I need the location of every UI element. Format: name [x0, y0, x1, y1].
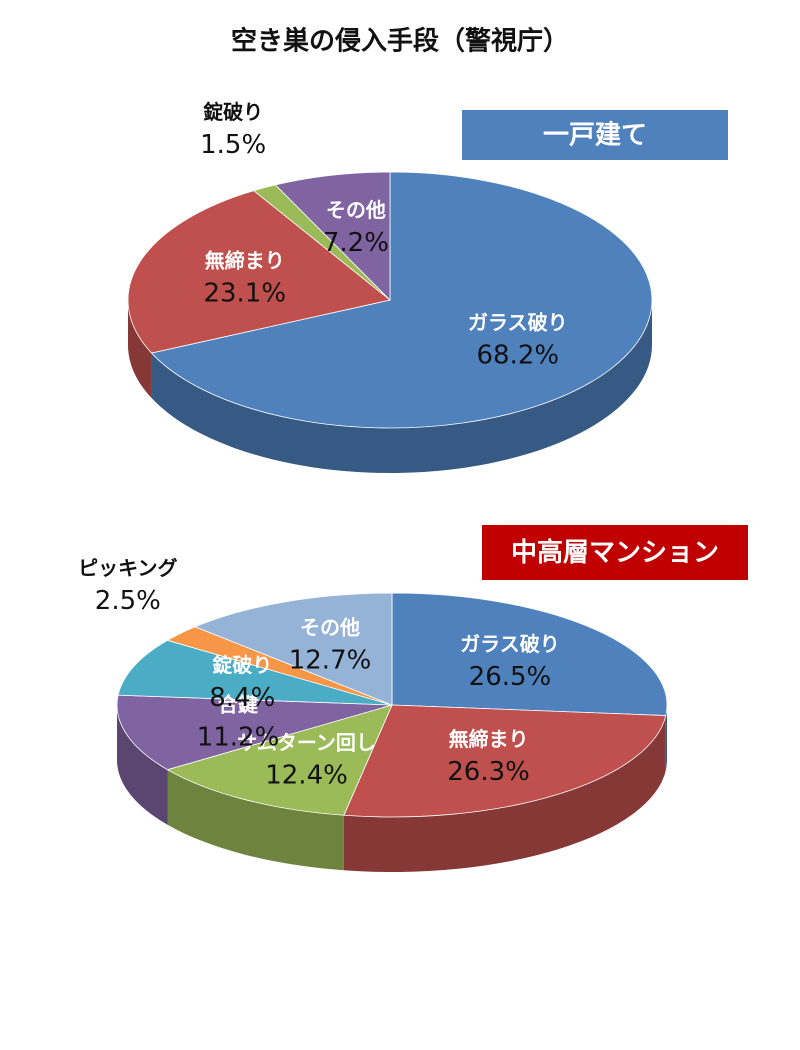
- value-label: 7.2%: [323, 228, 389, 258]
- chart-title: 一戸建て: [543, 121, 647, 151]
- slice-label: 合鍵: [218, 692, 258, 716]
- value-label: 12.4%: [265, 760, 348, 790]
- badge: [482, 525, 748, 580]
- value-label: 8.4%: [209, 683, 275, 713]
- slice-label: 無締まり: [205, 249, 285, 273]
- slice-label: 錠破り: [203, 100, 263, 124]
- slice: [343, 704, 667, 818]
- slice-side: [117, 705, 168, 825]
- slice: [274, 171, 391, 301]
- slice-label: 無締まり: [449, 727, 529, 751]
- slice-label: ガラス破り: [460, 632, 560, 656]
- chart-title: 中高層マンション: [511, 537, 719, 568]
- slice-label: サムターン回し: [237, 730, 376, 754]
- page-title: 空き巣の侵入手段（警視庁）: [231, 26, 569, 57]
- slice-label: その他: [300, 616, 360, 640]
- slice: [166, 704, 393, 816]
- value-label: 11.2%: [197, 722, 280, 752]
- slice-side: [343, 715, 666, 872]
- slice: [391, 592, 668, 716]
- slice: [150, 171, 653, 429]
- slice-label: ガラス破り: [468, 311, 568, 335]
- value-label: 1.5%: [200, 130, 266, 160]
- badge: [462, 110, 728, 160]
- slice-side: [665, 705, 667, 771]
- slice-label: 錠破り: [212, 653, 272, 677]
- slice-label: ピッキング: [78, 556, 177, 580]
- value-label: 26.3%: [447, 757, 530, 787]
- value-label: 12.7%: [289, 646, 372, 676]
- value-label: 2.5%: [95, 586, 161, 616]
- slice: [117, 639, 393, 706]
- slice: [194, 592, 393, 706]
- value-label: 68.2%: [476, 341, 559, 371]
- slice-label: その他: [326, 198, 386, 222]
- slice-side: [167, 769, 344, 871]
- slice-side: [151, 300, 652, 474]
- slice: [127, 190, 391, 354]
- value-label: 26.5%: [469, 662, 552, 692]
- value-label: 23.1%: [203, 279, 286, 309]
- slice: [116, 694, 393, 771]
- slice-side: [128, 300, 152, 399]
